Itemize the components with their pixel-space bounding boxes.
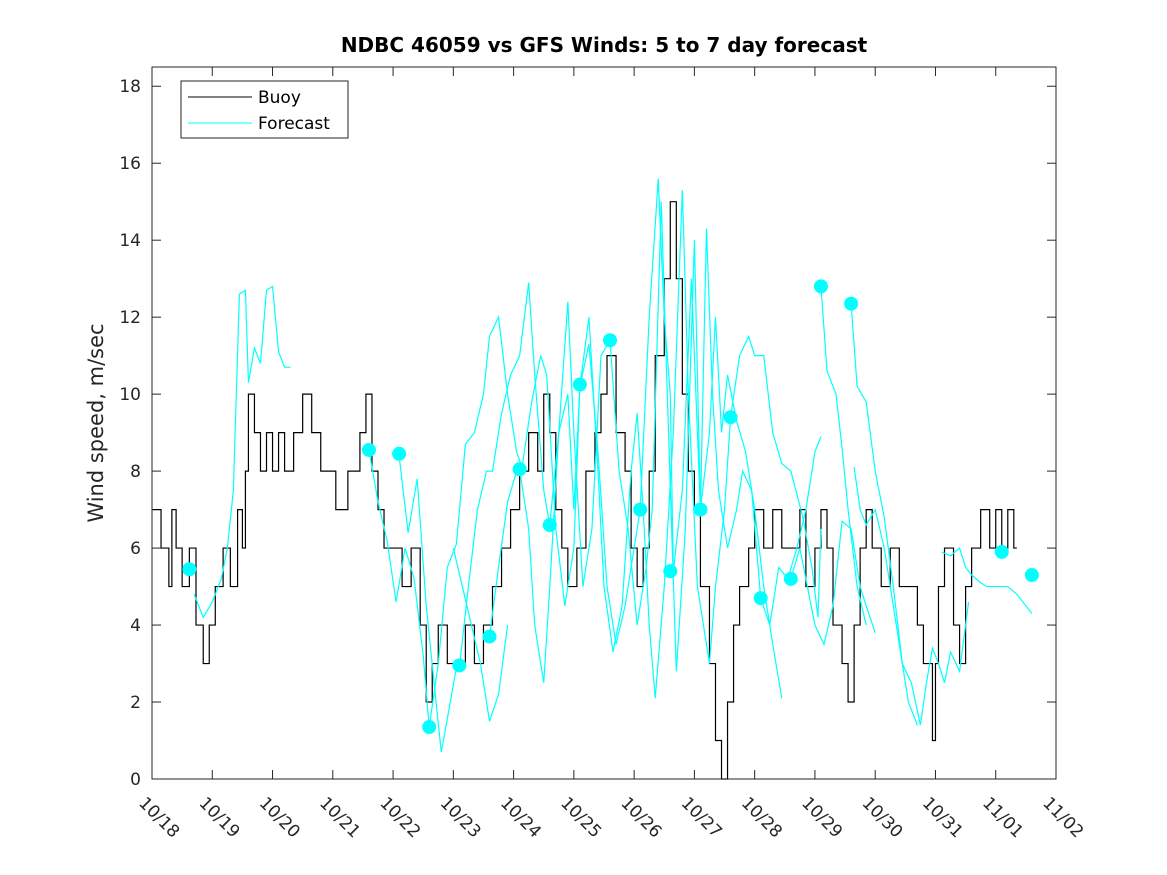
forecast-marker bbox=[1024, 568, 1039, 583]
forecast-marker bbox=[663, 564, 678, 579]
forecast-line bbox=[729, 334, 822, 618]
forecast-series bbox=[193, 178, 1033, 753]
forecast-marker bbox=[182, 562, 197, 577]
forecast-line bbox=[549, 317, 644, 653]
forecast-line bbox=[609, 201, 702, 672]
forecast-line bbox=[519, 301, 611, 683]
forecast-marker bbox=[603, 333, 618, 348]
y-axis-label: Wind speed, m/sec bbox=[84, 323, 108, 522]
forecast-line bbox=[790, 519, 876, 647]
forecast-line bbox=[672, 228, 762, 599]
forecast-marker bbox=[392, 446, 407, 461]
forecast-line bbox=[193, 285, 291, 619]
forecast-line bbox=[853, 467, 970, 726]
forecast-marker bbox=[783, 571, 798, 586]
forecast-line bbox=[642, 190, 732, 699]
legend-buoy-label: Buoy bbox=[258, 88, 301, 108]
forecast-marker bbox=[512, 462, 527, 477]
axes-box bbox=[151, 66, 1057, 780]
forecast-marker bbox=[723, 410, 738, 425]
forecast-marker bbox=[422, 720, 437, 735]
y-tick-label: 0 bbox=[130, 770, 141, 790]
buoy-series bbox=[152, 201, 1017, 780]
forecast-line bbox=[428, 315, 524, 728]
y-axis: 0 2 4 6 8 10 12 14 16 18 bbox=[119, 77, 1056, 790]
forecast-marker bbox=[572, 377, 587, 392]
chart-title: NDBC 46059 vs GFS Winds: 5 to 7 day fore… bbox=[341, 33, 868, 57]
y-tick-label: 18 bbox=[119, 77, 141, 97]
forecast-line bbox=[398, 455, 457, 753]
forecast-line bbox=[452, 547, 509, 722]
legend: Buoy Forecast bbox=[180, 80, 349, 139]
forecast-marker bbox=[753, 591, 768, 606]
forecast-line bbox=[458, 282, 551, 668]
forecast-line bbox=[368, 449, 430, 728]
plot-area bbox=[151, 66, 1057, 780]
forecast-line bbox=[699, 317, 783, 699]
y-tick-label: 16 bbox=[119, 154, 141, 174]
y-tick-label: 8 bbox=[130, 462, 141, 482]
axes-background bbox=[152, 67, 1056, 779]
y-tick-label: 12 bbox=[119, 308, 141, 328]
forecast-markers bbox=[182, 279, 1039, 735]
forecast-marker bbox=[693, 502, 708, 517]
forecast-line bbox=[941, 547, 1033, 614]
legend-box bbox=[180, 80, 349, 139]
forecast-line bbox=[760, 436, 822, 626]
forecast-line bbox=[850, 303, 918, 726]
forecast-marker bbox=[361, 442, 376, 457]
y-tick-label: 14 bbox=[119, 231, 141, 251]
forecast-line bbox=[579, 178, 674, 645]
forecast-marker bbox=[633, 502, 648, 517]
forecast-marker bbox=[482, 629, 497, 644]
legend-forecast-label: Forecast bbox=[258, 114, 330, 134]
forecast-marker bbox=[813, 279, 828, 294]
forecast-marker bbox=[452, 658, 467, 673]
forecast-marker bbox=[994, 544, 1009, 559]
forecast-line bbox=[820, 286, 867, 626]
buoy-line bbox=[152, 201, 1017, 780]
y-tick-label: 2 bbox=[130, 693, 141, 713]
forecast-marker bbox=[542, 517, 557, 532]
y-tick-label: 4 bbox=[130, 616, 141, 636]
forecast-line bbox=[488, 355, 581, 637]
forecast-marker bbox=[844, 296, 859, 311]
y-tick-label: 6 bbox=[130, 539, 141, 559]
y-tick-label: 10 bbox=[119, 385, 141, 405]
